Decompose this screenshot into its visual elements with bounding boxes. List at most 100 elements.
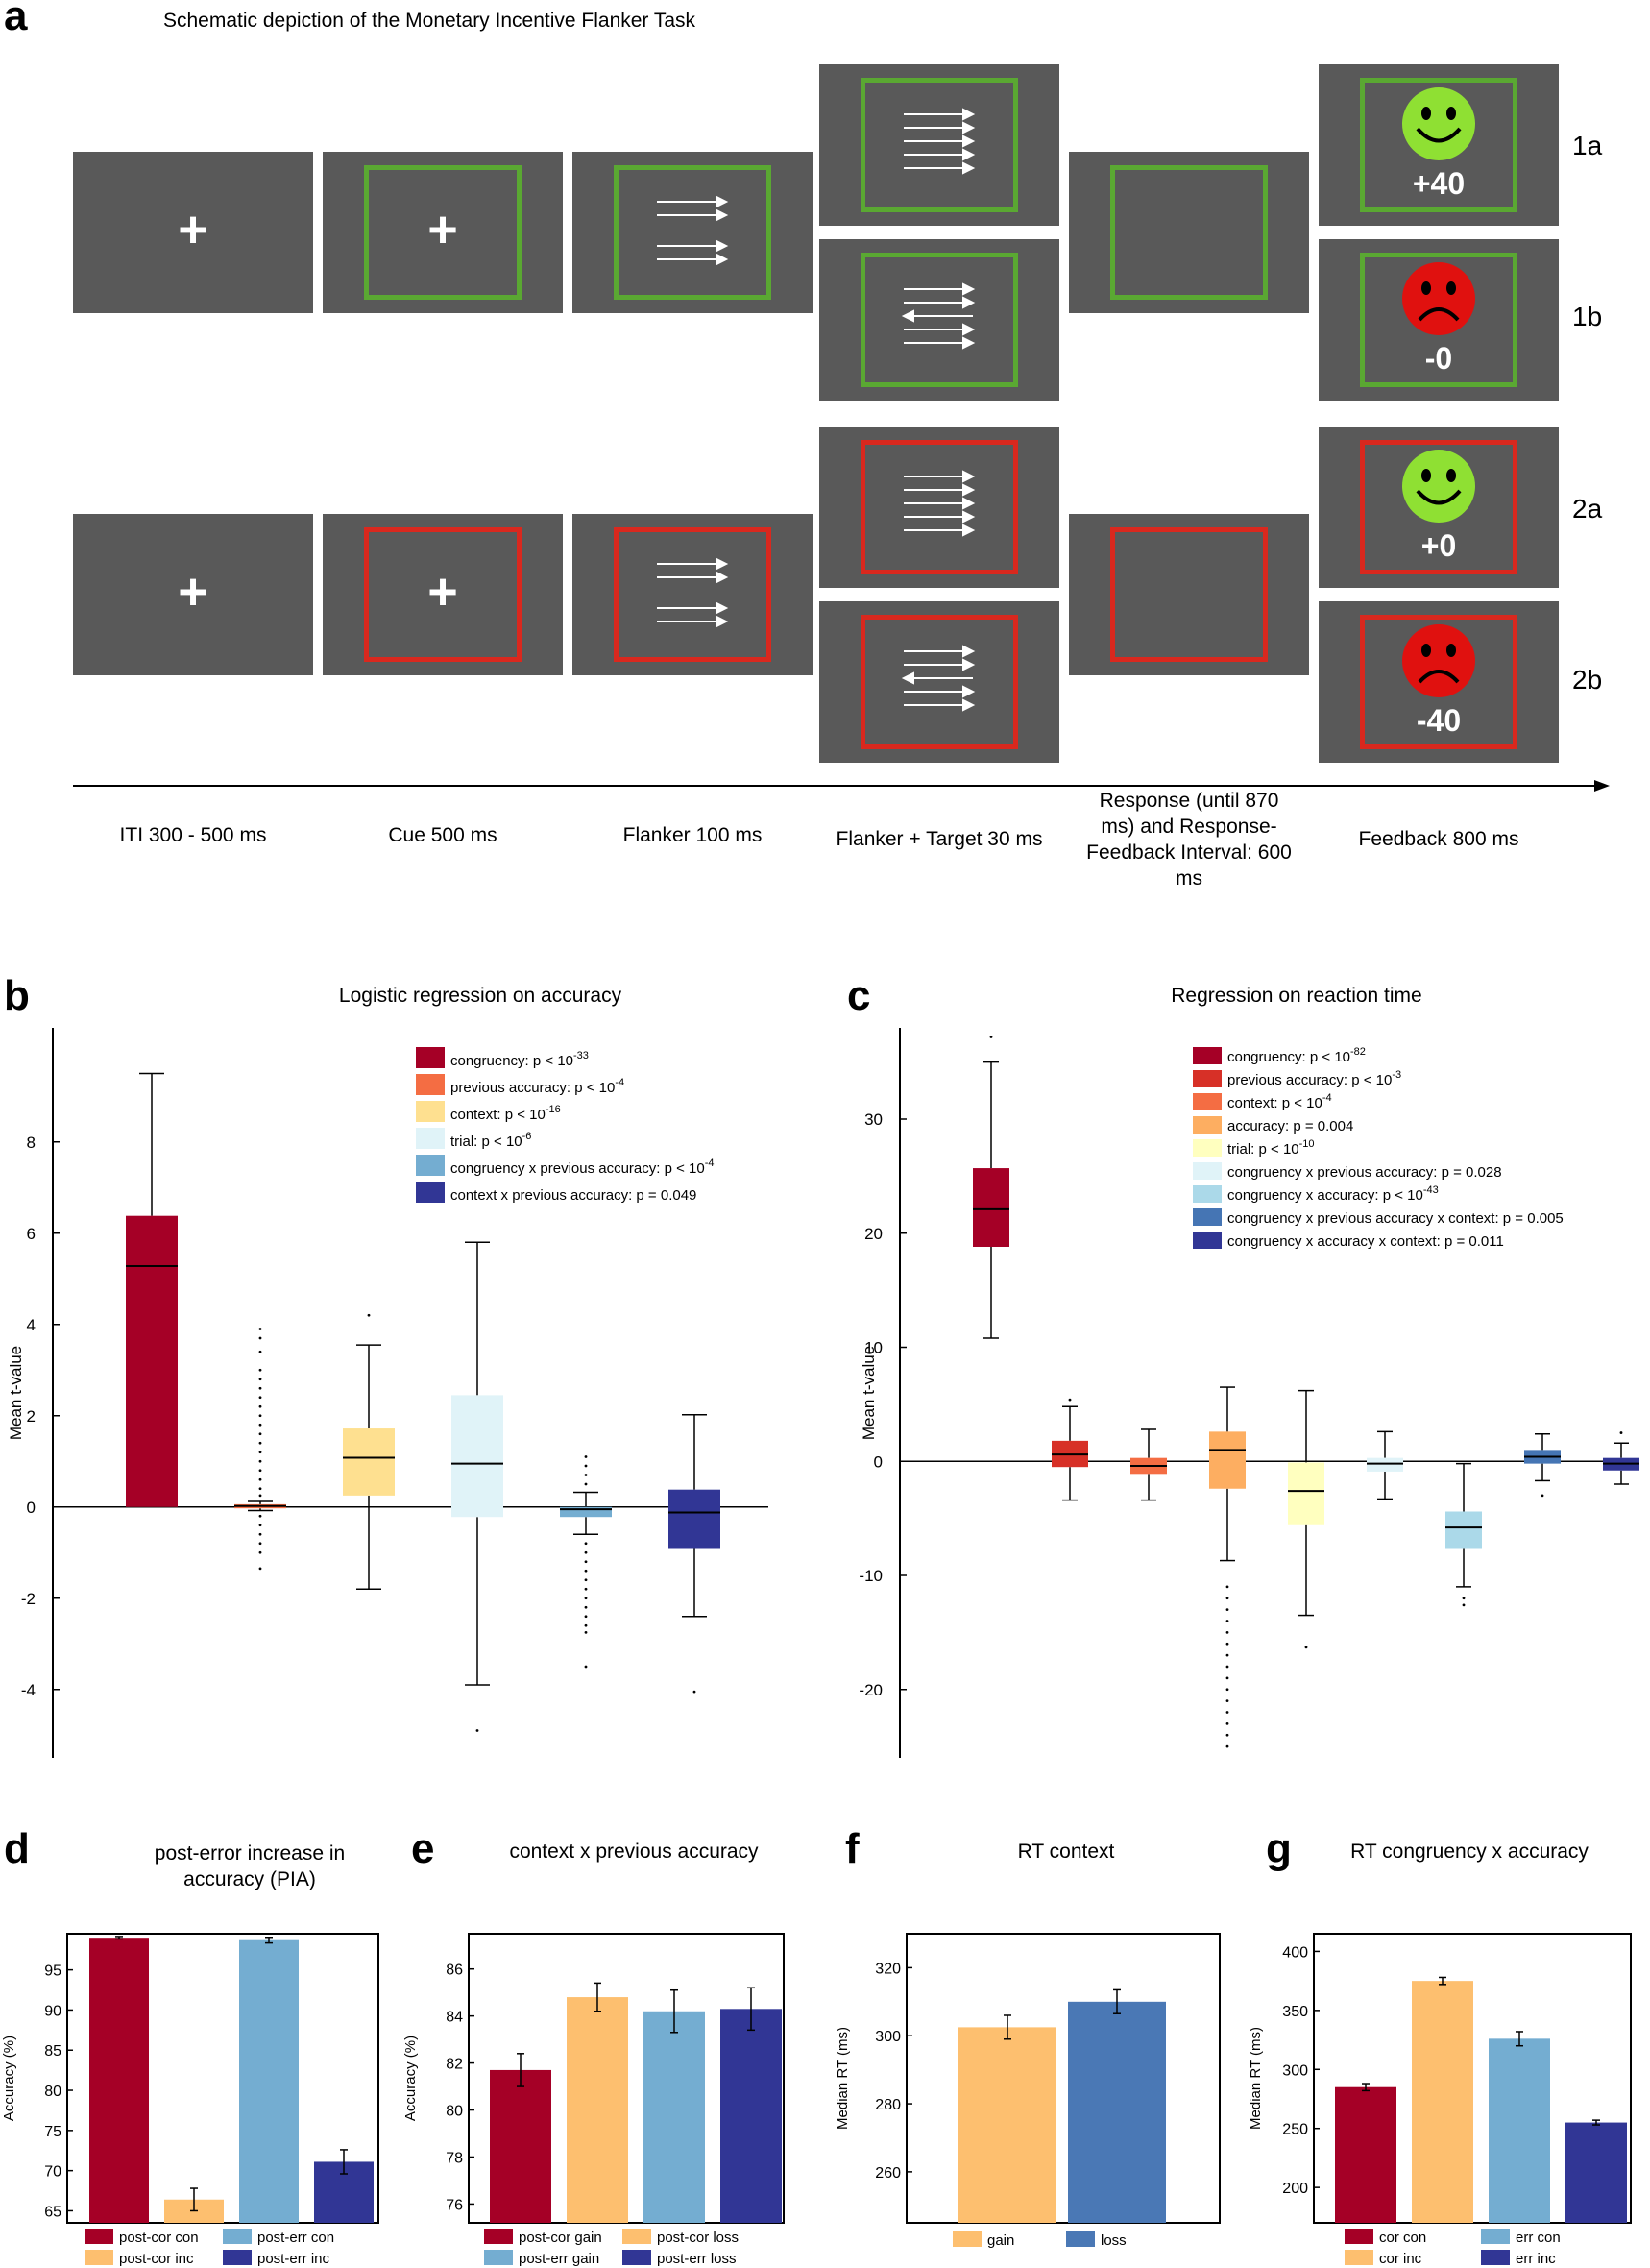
outlier-point	[584, 1597, 588, 1600]
y-tick-label: 300	[875, 2029, 901, 2045]
outlier-point	[258, 1368, 262, 1372]
phase-feedback: Feedback 800 ms	[1358, 828, 1519, 850]
feedback-amount: -40	[1416, 703, 1462, 738]
outlier-point	[258, 1514, 262, 1518]
congruent-arrows	[904, 108, 976, 175]
y-tick-label: 80	[44, 2084, 61, 2100]
outlier-point	[258, 1459, 262, 1463]
bar	[1412, 1981, 1473, 2223]
legend-label: err con	[1516, 2230, 1561, 2246]
outlier-point	[258, 1396, 262, 1400]
gain-cue-frame	[1110, 165, 1268, 300]
flanker-arrows	[657, 557, 729, 628]
gain-cue-frame	[364, 165, 522, 300]
y-tick-label: 76	[446, 2197, 463, 2213]
y-tick-label: 78	[446, 2150, 463, 2166]
fixation-cross: +	[178, 563, 208, 621]
panel-a-letter: a	[4, 0, 28, 39]
outlier-point	[1225, 1699, 1229, 1703]
legend-label: loss	[1101, 2232, 1127, 2249]
row-label-2b: 2b	[1572, 665, 1603, 695]
outlier-point	[258, 1550, 262, 1554]
bar	[958, 2027, 1056, 2223]
feedback-screen-1a: +40	[1319, 64, 1559, 226]
panel-f-title: RT context	[1017, 1841, 1115, 1863]
y-tick-label: 86	[446, 1963, 463, 1979]
legend-label: post-cor con	[119, 2230, 199, 2246]
panel-f-letter: f	[845, 1825, 860, 1872]
legend-swatch	[622, 2250, 651, 2265]
y-tick-label: 260	[875, 2165, 901, 2182]
outlier-point	[367, 1313, 371, 1317]
y-tick-label: 30	[864, 1110, 883, 1129]
legend-swatch	[223, 2250, 252, 2265]
y-tick-label: -2	[21, 1590, 36, 1608]
flanker-screen-gain	[572, 152, 813, 313]
loss-cue-frame	[1110, 527, 1268, 662]
legend-swatch	[416, 1128, 445, 1149]
legend-label: congruency x accuracy x context: p = 0.0…	[1227, 1233, 1504, 1250]
response-screen-loss	[1069, 514, 1309, 675]
feedback-screen-1b: -0	[1319, 239, 1559, 401]
fixation-cross: +	[427, 563, 458, 621]
outlier-point	[258, 1542, 262, 1546]
y-tick-label: 84	[446, 2010, 463, 2026]
legend-label: trial: p < 10-10	[1227, 1138, 1315, 1158]
phase-flanker: Flanker 100 ms	[622, 824, 763, 846]
gain-cue-frame	[614, 165, 771, 300]
outlier-point	[258, 1477, 262, 1481]
outlier-point	[584, 1550, 588, 1554]
outlier-point	[475, 1729, 479, 1732]
panel-c-letter: c	[847, 972, 871, 1019]
legend-label: gain	[987, 2232, 1014, 2249]
legend-swatch	[1193, 1139, 1222, 1157]
response-screen-gain	[1069, 152, 1309, 313]
box	[451, 1395, 503, 1518]
legend-label: congruency: p < 10-33	[450, 1050, 589, 1069]
y-tick-label: 4	[27, 1316, 36, 1334]
legend-swatch	[1193, 1116, 1222, 1134]
legend-label: congruency x previous accuracy: p = 0.02…	[1227, 1164, 1502, 1181]
legend-label: context: p < 10-4	[1227, 1092, 1332, 1111]
y-tick-label: 80	[446, 2104, 463, 2120]
panel-d-title: post-error increase in accuracy (PIA)	[67, 1841, 432, 1892]
logistic-regression-boxplot: -4 -2 0 2 4 6 8 Mean t-value congruency: p < 10-…	[7, 1028, 768, 1758]
legend-exponent: -4	[705, 1158, 715, 1169]
outlier-point	[584, 1605, 588, 1609]
outlier-point	[1225, 1733, 1229, 1737]
target-screen-2b	[819, 601, 1059, 763]
y-axis-label: Mean t-value	[860, 1346, 878, 1440]
legend-swatch	[1193, 1047, 1222, 1064]
feedback-amount: -0	[1424, 341, 1453, 376]
y-tick-label: -10	[859, 1567, 883, 1585]
flanker-arrows	[657, 195, 729, 266]
phase-cue: Cue 500 ms	[388, 824, 497, 846]
y-tick-label: 0	[27, 1499, 36, 1517]
y-tick-label: 300	[1282, 2062, 1308, 2079]
y-axis-label: Accuracy (%)	[402, 2036, 419, 2121]
legend-swatch	[1345, 2250, 1373, 2265]
cue-screen-gain: +	[323, 152, 563, 313]
legend-exponent: -4	[1322, 1092, 1332, 1104]
congruent-arrows	[904, 470, 976, 537]
pia-bar-chart: 65 70 75 80 85 90 95 Accuracy (%) post-cor con po…	[1, 1933, 379, 2267]
box	[1209, 1431, 1246, 1489]
legend-label: post-err loss	[657, 2251, 737, 2267]
y-tick-label: 70	[44, 2164, 61, 2181]
outlier-point	[1068, 1398, 1072, 1402]
legend-label: cor inc	[1379, 2251, 1422, 2267]
box	[1367, 1457, 1403, 1472]
y-tick-label: 6	[27, 1225, 36, 1243]
legend-exponent: -3	[1392, 1069, 1401, 1081]
outlier-point	[258, 1451, 262, 1454]
outlier-point	[1225, 1744, 1229, 1748]
target-screen-1a	[819, 64, 1059, 226]
gain-cue-frame	[861, 253, 1018, 387]
bar	[567, 1997, 628, 2223]
legend-exponent: -4	[615, 1077, 624, 1088]
bar	[239, 1939, 299, 2223]
rt-regression-boxplot: -20 -10 0 10 20 30 Mean t-value congruency: p <…	[859, 1028, 1639, 1758]
outlier-point	[692, 1690, 696, 1694]
outlier-point	[1304, 1646, 1308, 1649]
legend-swatch	[484, 2229, 513, 2244]
